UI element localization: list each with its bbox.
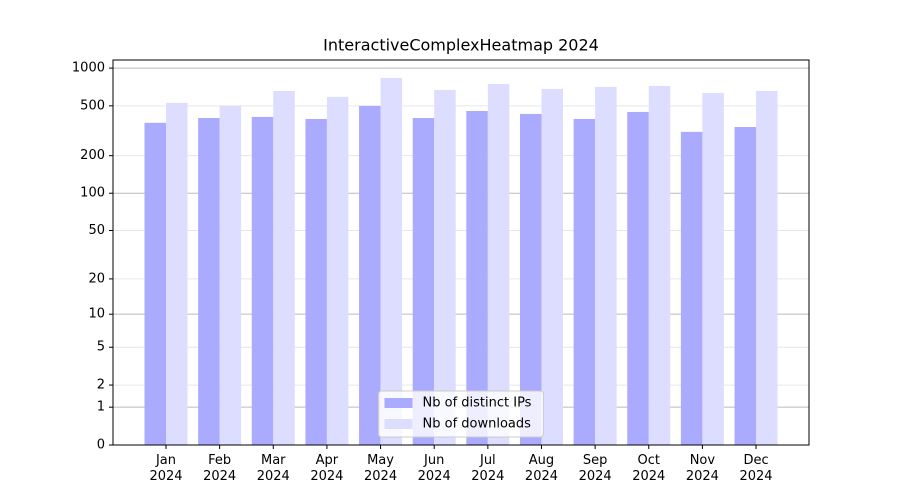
x-tick-label: Sep 2024 bbox=[578, 453, 612, 484]
legend-box bbox=[378, 390, 544, 438]
y-tick-label: 1000 bbox=[72, 61, 105, 76]
legend-label: Nb of downloads bbox=[423, 417, 532, 432]
x-tick-label: Jul 2024 bbox=[471, 453, 505, 484]
y-tick-label: 1 bbox=[97, 400, 105, 415]
x-tick-label: Apr 2024 bbox=[310, 453, 344, 484]
bar bbox=[734, 126, 757, 445]
legend: Nb of distinct IPs Nb of downloads bbox=[378, 390, 544, 438]
bar bbox=[595, 86, 617, 445]
bar bbox=[380, 77, 403, 445]
bar bbox=[273, 90, 295, 446]
plot-frame bbox=[112, 59, 810, 446]
legend-swatch bbox=[384, 419, 413, 429]
bar bbox=[359, 105, 381, 445]
x-tick-label: Jun 2024 bbox=[417, 453, 451, 484]
bar bbox=[466, 110, 488, 445]
bar bbox=[326, 96, 349, 446]
bar bbox=[144, 122, 166, 445]
chart-title: InteractiveComplexHeatmap 2024 bbox=[323, 36, 599, 55]
x-tick-label: Nov 2024 bbox=[685, 453, 719, 484]
x-tick-label: Feb 2024 bbox=[203, 453, 237, 484]
x-tick-label: Jan 2024 bbox=[149, 453, 183, 484]
x-tick-label: Aug 2024 bbox=[524, 453, 559, 484]
y-tick-label: 10 bbox=[88, 307, 105, 322]
bar bbox=[198, 117, 220, 446]
bar bbox=[251, 116, 274, 445]
bar bbox=[519, 113, 542, 445]
y-tick-label: 500 bbox=[80, 98, 105, 113]
y-tick-label: 20 bbox=[88, 271, 105, 286]
legend-label: Nb of distinct IPs bbox=[423, 396, 532, 411]
y-tick-label: 5 bbox=[97, 340, 105, 355]
bar bbox=[541, 88, 563, 446]
legend-swatch bbox=[384, 398, 413, 408]
bar bbox=[305, 118, 327, 446]
bar bbox=[648, 85, 671, 446]
bar bbox=[219, 105, 242, 445]
bar bbox=[702, 92, 724, 445]
x-tick-label: Mar 2024 bbox=[256, 453, 290, 484]
y-tick-label: 200 bbox=[80, 148, 105, 163]
x-tick-label: Dec 2024 bbox=[739, 453, 773, 484]
bar bbox=[680, 131, 703, 446]
x-tick-label: Oct 2024 bbox=[632, 453, 666, 484]
bar bbox=[573, 118, 596, 446]
y-tick-label: 2 bbox=[97, 378, 105, 393]
bar bbox=[166, 102, 188, 446]
y-tick-label: 50 bbox=[88, 223, 105, 238]
x-tick-label: May 2024 bbox=[364, 453, 398, 484]
bar bbox=[487, 83, 510, 445]
bar bbox=[627, 111, 649, 446]
y-tick-label: 100 bbox=[80, 186, 105, 201]
bar bbox=[756, 90, 778, 446]
y-tick-label: 0 bbox=[97, 438, 105, 453]
bar bbox=[434, 89, 456, 445]
bar bbox=[412, 117, 435, 446]
